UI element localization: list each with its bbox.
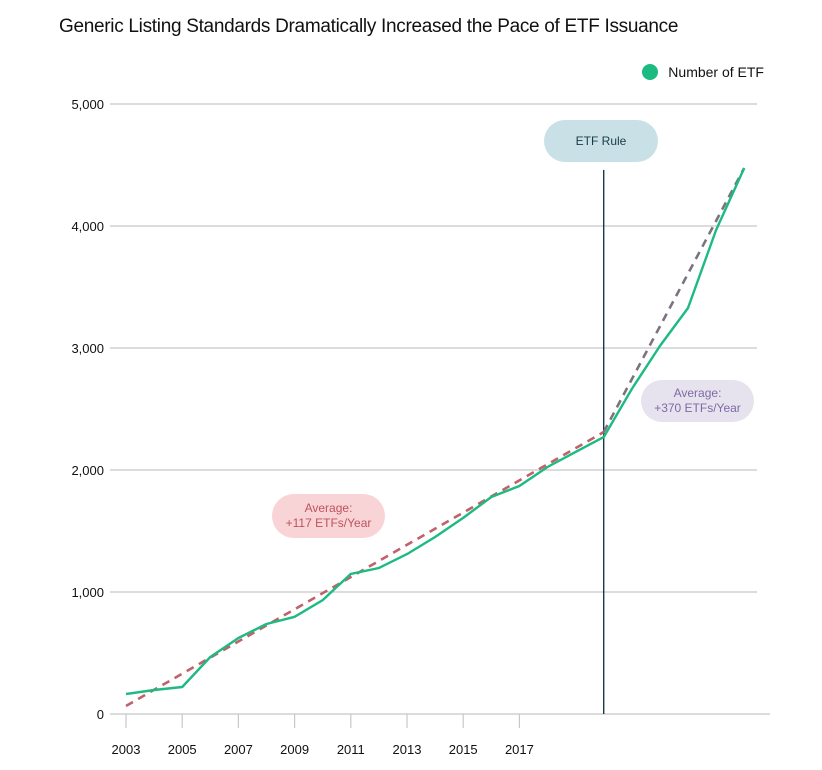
y-tick-label: 5,000 [71,97,104,112]
legend-label: Number of ETF [668,64,764,80]
x-tick-label: 2013 [393,742,422,757]
x-tick-label: 2017 [505,742,534,757]
average-after-label: Average: +370 ETFs/Year [641,380,754,422]
y-tick-label: 0 [97,707,104,722]
average-before-label: Average: +117 ETFs/Year [272,494,385,538]
average-after-line2: +370 ETFs/Year [654,401,741,415]
trend-line [602,167,746,433]
trend-line [125,430,605,708]
x-tick-label: 2009 [280,742,309,757]
y-axis: 0 1,000 2,000 3,000 4,000 5,000 [71,97,104,722]
x-tick-label: 2003 [112,742,141,757]
trend-lines [125,167,746,708]
average-after-line1: Average: [673,386,722,400]
y-tick-label: 1,000 [71,585,104,600]
x-tick-label: 2007 [224,742,253,757]
average-before-line1: Average: [304,501,353,515]
y-tick-label: 2,000 [71,463,104,478]
y-tick-label: 3,000 [71,341,104,356]
x-tick-label: 2015 [449,742,478,757]
y-tick-label: 4,000 [71,219,104,234]
x-axis: 2003 2005 2007 2009 2011 2013 2015 2017 [112,714,534,757]
x-tick-label: 2011 [337,742,365,757]
series-line-number-of-etf [125,167,746,696]
gridlines [110,103,770,715]
x-tick-label: 2005 [168,742,197,757]
legend-marker-icon [642,64,659,80]
etf-rule-text: ETF Rule [575,133,627,148]
etf-rule-label: ETF Rule [544,120,658,162]
chart-title: Generic Listing Standards Dramatically I… [59,16,679,37]
average-before-line2: +117 ETFs/Year [285,516,372,530]
legend: Number of ETF [642,64,764,80]
